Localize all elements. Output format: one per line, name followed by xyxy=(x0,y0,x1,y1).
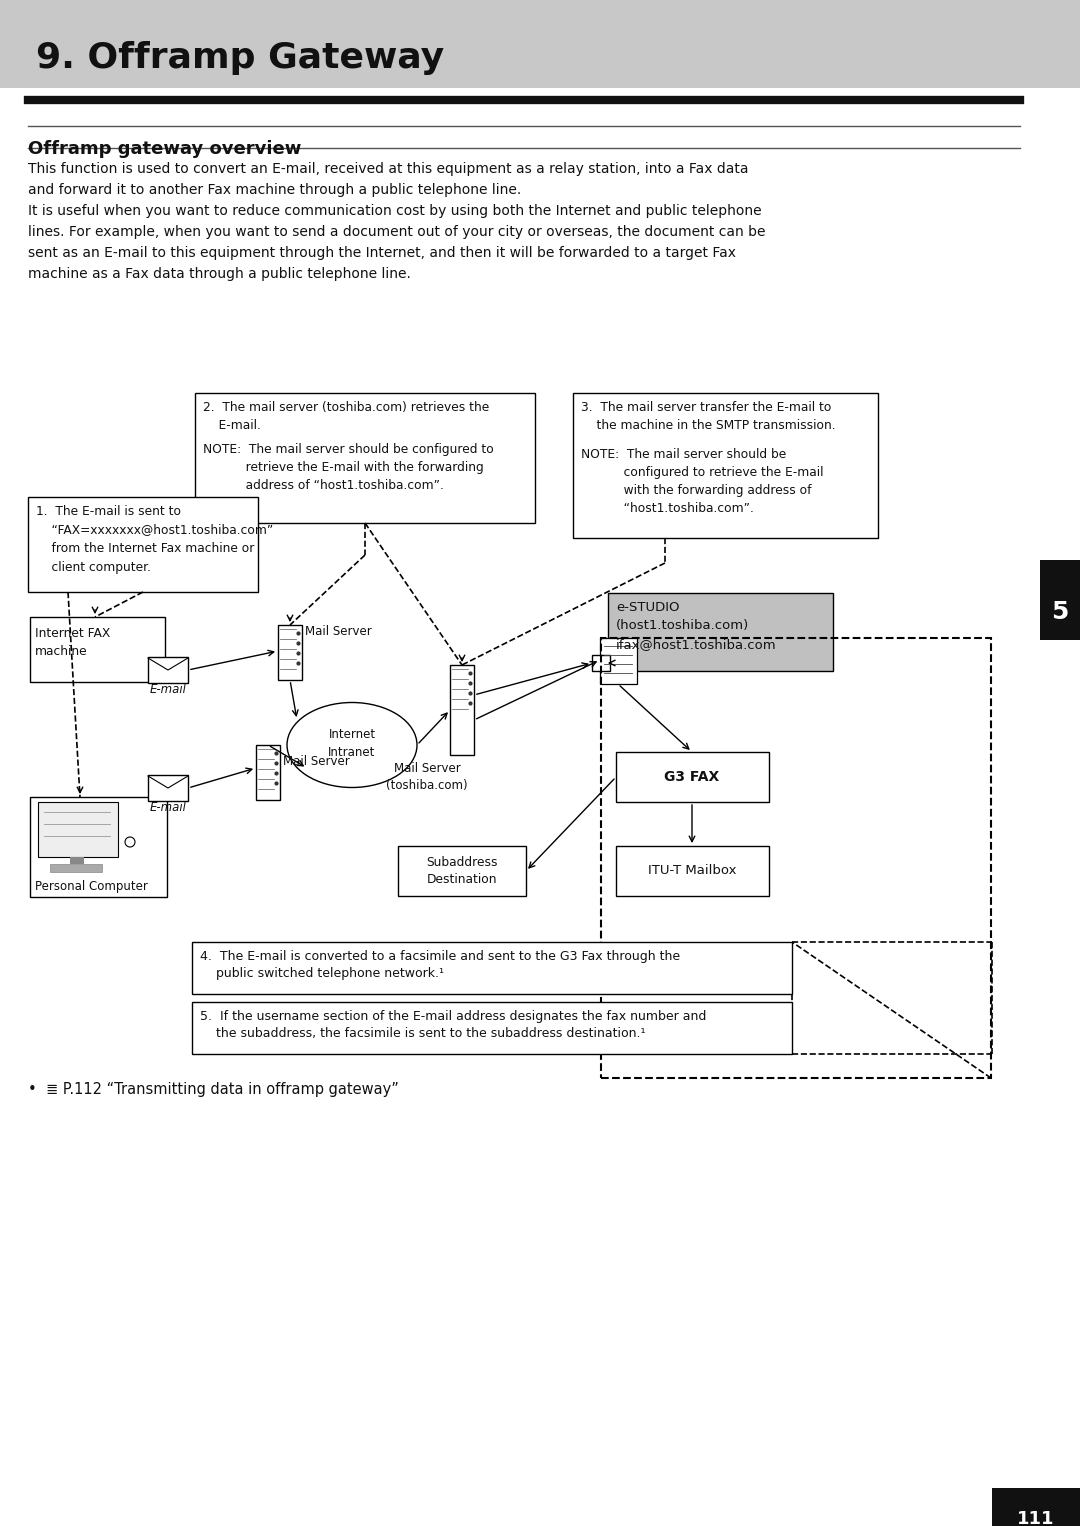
Bar xyxy=(616,752,769,803)
Bar xyxy=(148,775,188,801)
Bar xyxy=(592,655,610,671)
Text: e-STUDIO
(host1.toshiba.com)
ifax@host1.toshiba.com: e-STUDIO (host1.toshiba.com) ifax@host1.… xyxy=(616,601,777,652)
Text: 3.  The mail server transfer the E-mail to
    the machine in the SMTP transmiss: 3. The mail server transfer the E-mail t… xyxy=(581,401,836,432)
Bar xyxy=(0,0,1080,89)
Text: Mail Server
(toshiba.com): Mail Server (toshiba.com) xyxy=(387,761,468,792)
Text: It is useful when you want to reduce communication cost by using both the Intern: It is useful when you want to reduce com… xyxy=(28,204,761,218)
Text: and forward it to another Fax machine through a public telephone line.: and forward it to another Fax machine th… xyxy=(28,183,522,197)
Text: 5: 5 xyxy=(1051,600,1069,624)
Text: Offramp gateway overview: Offramp gateway overview xyxy=(28,140,301,159)
Text: Subaddress
Destination: Subaddress Destination xyxy=(427,856,498,887)
Bar xyxy=(256,745,280,800)
Bar xyxy=(30,617,165,682)
Text: machine as a Fax data through a public telephone line.: machine as a Fax data through a public t… xyxy=(28,267,410,281)
Ellipse shape xyxy=(287,702,417,787)
Bar xyxy=(399,845,526,896)
Text: NOTE:  The mail server should be configured to
           retrieve the E-mail wi: NOTE: The mail server should be configur… xyxy=(203,443,494,491)
Text: Mail Server: Mail Server xyxy=(305,626,372,638)
Bar xyxy=(278,626,302,681)
Bar xyxy=(192,1003,792,1054)
Text: 111: 111 xyxy=(1017,1511,1055,1526)
Text: lines. For example, when you want to send a document out of your city or oversea: lines. For example, when you want to sen… xyxy=(28,224,766,240)
Bar xyxy=(70,858,84,864)
Text: Mail Server: Mail Server xyxy=(283,755,350,768)
Text: NOTE:  The mail server should be
           configured to retrieve the E-mail
  : NOTE: The mail server should be configur… xyxy=(581,449,824,514)
Text: G3 FAX: G3 FAX xyxy=(664,771,719,784)
Text: Internet FAX
machine: Internet FAX machine xyxy=(35,627,110,658)
Text: 9. Offramp Gateway: 9. Offramp Gateway xyxy=(36,41,444,75)
Text: 2.  The mail server (toshiba.com) retrieves the
    E-mail.: 2. The mail server (toshiba.com) retriev… xyxy=(203,401,489,432)
Text: •  ≣ P.112 “Transmitting data in offramp gateway”: • ≣ P.112 “Transmitting data in offramp … xyxy=(28,1082,399,1097)
Circle shape xyxy=(125,836,135,847)
Text: Internet
Intranet: Internet Intranet xyxy=(328,728,376,758)
Text: E-mail: E-mail xyxy=(150,801,187,813)
Bar xyxy=(30,797,167,897)
Bar xyxy=(148,658,188,684)
Bar xyxy=(608,594,833,671)
Bar xyxy=(993,1488,1080,1526)
Text: ITU-T Mailbox: ITU-T Mailbox xyxy=(648,865,737,877)
Bar xyxy=(195,394,535,523)
Bar xyxy=(28,497,258,592)
Text: 4.  The E-mail is converted to a facsimile and sent to the G3 Fax through the
  : 4. The E-mail is converted to a facsimil… xyxy=(200,951,680,981)
Text: This function is used to convert an E-mail, received at this equipment as a rela: This function is used to convert an E-ma… xyxy=(28,162,748,175)
Bar xyxy=(616,845,769,896)
Bar xyxy=(600,638,637,684)
Bar xyxy=(600,638,991,1077)
Text: E-mail: E-mail xyxy=(150,684,187,696)
Text: Personal Computer: Personal Computer xyxy=(35,881,148,893)
Bar xyxy=(38,803,118,858)
Bar xyxy=(1040,560,1080,639)
Bar xyxy=(573,394,878,539)
Text: 5.  If the username section of the E-mail address designates the fax number and
: 5. If the username section of the E-mail… xyxy=(200,1010,706,1041)
Bar xyxy=(192,942,792,993)
Text: 1.  The E-mail is sent to
    “FAX=xxxxxxx@host1.toshiba.com”
    from the Inter: 1. The E-mail is sent to “FAX=xxxxxxx@ho… xyxy=(36,505,273,574)
Bar xyxy=(450,665,474,755)
Text: sent as an E-mail to this equipment through the Internet, and then it will be fo: sent as an E-mail to this equipment thro… xyxy=(28,246,735,259)
Bar xyxy=(50,864,102,871)
